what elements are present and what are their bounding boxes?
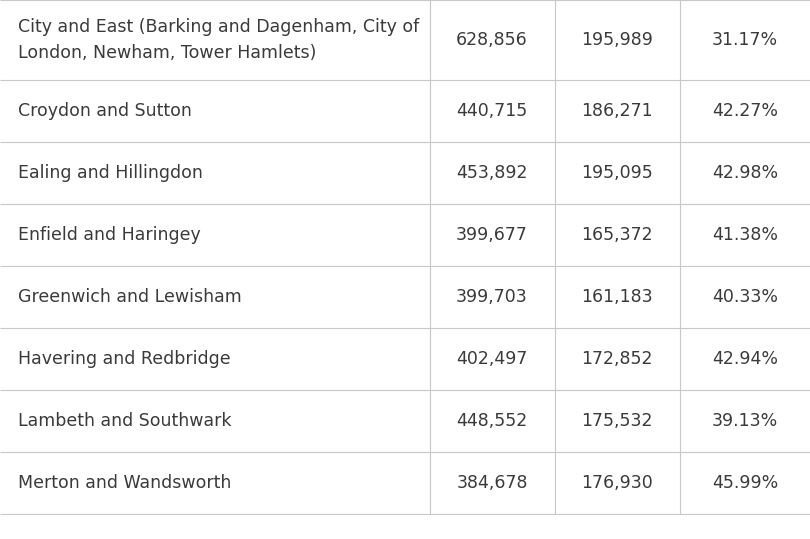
Text: 42.27%: 42.27% xyxy=(712,102,778,120)
Text: 45.99%: 45.99% xyxy=(712,474,778,492)
Text: 384,678: 384,678 xyxy=(456,474,528,492)
Text: City and East (Barking and Dagenham, City of
London, Newham, Tower Hamlets): City and East (Barking and Dagenham, Cit… xyxy=(18,18,420,61)
Text: 399,677: 399,677 xyxy=(456,226,528,244)
Text: 186,271: 186,271 xyxy=(582,102,653,120)
Text: 40.33%: 40.33% xyxy=(712,288,778,306)
Text: 440,715: 440,715 xyxy=(456,102,527,120)
Text: 42.94%: 42.94% xyxy=(712,350,778,368)
Text: 39.13%: 39.13% xyxy=(712,412,778,430)
Text: 176,930: 176,930 xyxy=(581,474,653,492)
Text: Croydon and Sutton: Croydon and Sutton xyxy=(18,102,192,120)
Text: 41.38%: 41.38% xyxy=(712,226,778,244)
Text: 175,532: 175,532 xyxy=(582,412,653,430)
Text: 195,989: 195,989 xyxy=(581,31,653,49)
Text: Ealing and Hillingdon: Ealing and Hillingdon xyxy=(18,164,202,182)
Text: Greenwich and Lewisham: Greenwich and Lewisham xyxy=(18,288,241,306)
Text: 195,095: 195,095 xyxy=(581,164,653,182)
Text: Lambeth and Southwark: Lambeth and Southwark xyxy=(18,412,232,430)
Text: 165,372: 165,372 xyxy=(582,226,653,244)
Text: 628,856: 628,856 xyxy=(456,31,528,49)
Text: 402,497: 402,497 xyxy=(456,350,527,368)
Text: Merton and Wandsworth: Merton and Wandsworth xyxy=(18,474,232,492)
Text: 172,852: 172,852 xyxy=(582,350,653,368)
Text: 31.17%: 31.17% xyxy=(712,31,778,49)
Text: Enfield and Haringey: Enfield and Haringey xyxy=(18,226,201,244)
Text: 42.98%: 42.98% xyxy=(712,164,778,182)
Text: Havering and Redbridge: Havering and Redbridge xyxy=(18,350,231,368)
Text: 453,892: 453,892 xyxy=(456,164,528,182)
Text: 161,183: 161,183 xyxy=(582,288,653,306)
Text: 448,552: 448,552 xyxy=(456,412,527,430)
Text: 399,703: 399,703 xyxy=(456,288,528,306)
